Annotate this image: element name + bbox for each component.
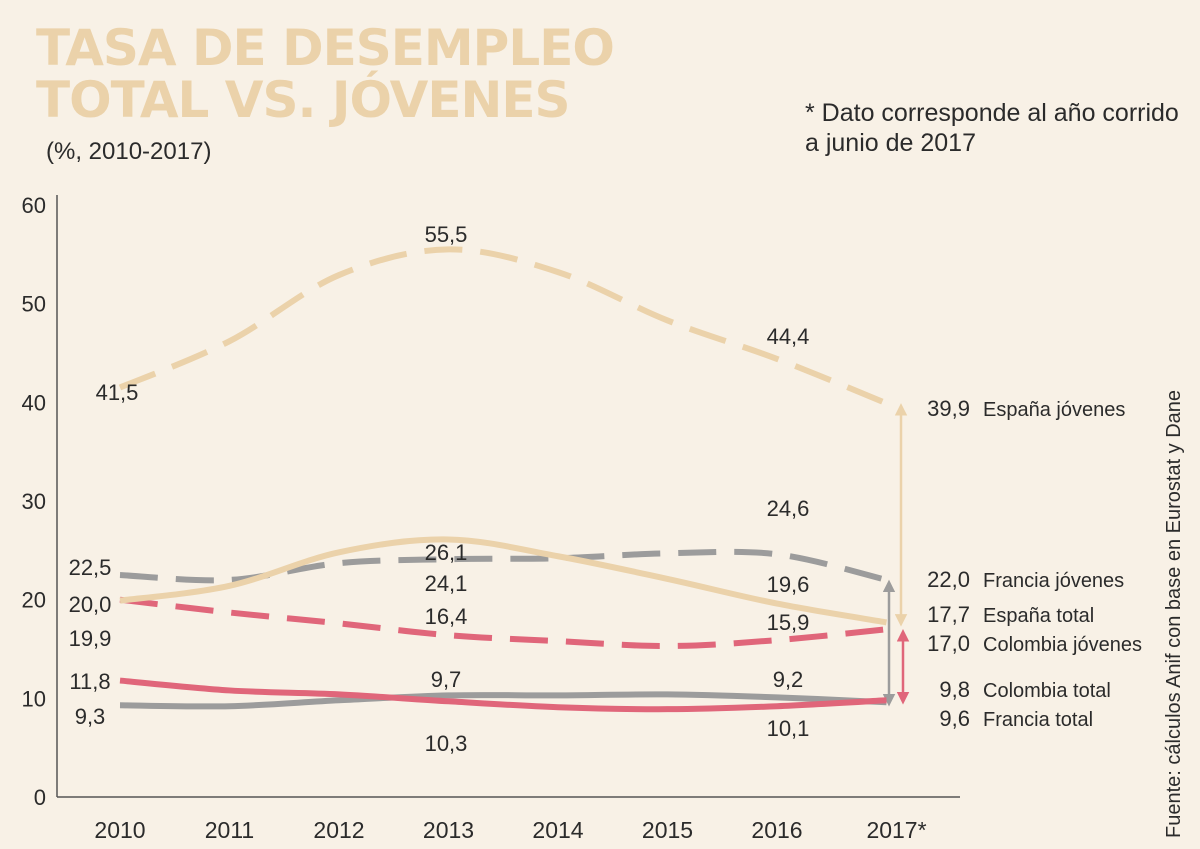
y-tick-label: 30 <box>22 489 46 514</box>
series-line-colombia-total <box>119 677 887 713</box>
x-tick-label: 2014 <box>532 817 583 843</box>
data-label-francia-total: 10,1 <box>767 716 810 741</box>
data-label-colombia-total: 9,7 <box>431 667 462 692</box>
legend-label-colombia-total: Colombia total <box>983 680 1111 702</box>
x-tick-label: 2010 <box>94 817 145 843</box>
legend-value-espana-jovenes: 39,9 <box>927 396 970 421</box>
legend-value-francia-jovenes: 22,0 <box>927 567 970 592</box>
legend-value-colombia-jovenes: 17,0 <box>927 631 970 656</box>
legend-value-francia-total: 9,6 <box>939 706 970 731</box>
data-label-colombia-jovenes: 15,9 <box>767 610 810 635</box>
chart-subtitle: (%, 2010-2017) <box>46 138 212 165</box>
series-line-francia-total <box>119 691 887 710</box>
x-tick-label: 2012 <box>313 817 364 843</box>
data-label-espana-total: 19,6 <box>767 572 810 597</box>
x-tick-label: 2017* <box>866 817 926 843</box>
footnote: * Dato corresponde al año corrido a juni… <box>805 99 1179 157</box>
data-label-francia-jovenes: 24,6 <box>767 496 810 521</box>
legend-label-francia-jovenes: Francia jóvenes <box>983 570 1124 592</box>
series-line-colombia-jovenes <box>119 596 887 650</box>
series-line-espana-jovenes <box>118 246 888 407</box>
data-label-colombia-jovenes: 16,4 <box>425 604 468 629</box>
legend-label-colombia-jovenes: Colombia jóvenes <box>983 634 1142 656</box>
x-tick-label: 2015 <box>642 817 693 843</box>
x-tick-label: 2013 <box>423 817 474 843</box>
data-label-espana-jovenes: 55,5 <box>425 222 468 247</box>
y-tick-label: 0 <box>34 785 46 810</box>
data-label-francia-jovenes: 24,1 <box>425 571 468 596</box>
data-label-colombia-total: 9,2 <box>773 667 804 692</box>
series-line-francia-jovenes <box>119 548 888 584</box>
legend-value-espana-total: 17,7 <box>927 602 970 627</box>
data-label-francia-jovenes: 22,5 <box>69 555 112 580</box>
data-label-espana-total: 26,1 <box>425 540 468 565</box>
data-label-espana-jovenes: 44,4 <box>767 324 810 349</box>
legend-label-espana-total: España total <box>983 605 1094 627</box>
data-label-espana-jovenes: 41,5 <box>96 380 139 405</box>
data-label-francia-total: 9,3 <box>75 704 106 729</box>
y-tick-label: 20 <box>22 588 46 613</box>
legend-label-espana-jovenes: España jóvenes <box>983 399 1125 421</box>
x-tick-label: 2016 <box>751 817 802 843</box>
data-label-espana-total: 19,9 <box>69 626 112 651</box>
chart-title: TASA DE DESEMPLEO TOTAL VS. JÓVENES <box>36 22 756 126</box>
y-tick-label: 60 <box>22 193 46 218</box>
series-line-espana-total <box>119 536 888 626</box>
legend-value-colombia-total: 9,8 <box>939 677 970 702</box>
data-label-colombia-jovenes: 20,0 <box>69 592 112 617</box>
y-tick-label: 40 <box>22 390 46 415</box>
data-label-colombia-total: 11,8 <box>69 669 110 694</box>
data-label-francia-total: 10,3 <box>425 731 468 756</box>
chart-title-line1: TASA DE DESEMPLEO <box>36 19 615 77</box>
legend-label-francia-total: Francia total <box>983 709 1093 731</box>
y-tick-label: 50 <box>22 292 46 317</box>
y-tick-label: 10 <box>22 686 46 711</box>
chart-title-line2: TOTAL VS. JÓVENES <box>36 71 571 129</box>
x-tick-label: 2011 <box>205 817 254 843</box>
